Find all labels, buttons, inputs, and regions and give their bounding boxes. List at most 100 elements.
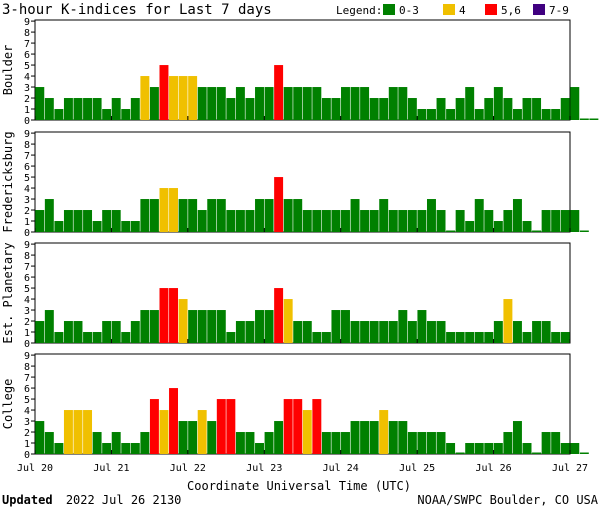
- k-bar: [140, 310, 150, 343]
- y-tick-label: 8: [24, 28, 30, 39]
- k-bar: [83, 210, 93, 232]
- k-bar: [264, 432, 274, 454]
- x-tick-label: Jul 22: [170, 463, 206, 474]
- k-bar: [398, 87, 408, 120]
- y-tick-label: 1: [24, 105, 30, 116]
- k-bar: [417, 310, 427, 343]
- y-tick-label: 2: [24, 317, 30, 328]
- k-bar: [159, 65, 169, 120]
- updated-line: Updated 2022 Jul 26 2130: [2, 493, 181, 507]
- y-tick-label: 5: [24, 395, 30, 406]
- k-bar: [350, 321, 360, 343]
- y-tick-label: 9: [24, 351, 30, 362]
- k-bar: [44, 199, 54, 232]
- k-bar: [417, 210, 427, 232]
- k-bar: [283, 399, 293, 454]
- k-bar: [235, 321, 245, 343]
- legend-swatch-1: [443, 4, 455, 15]
- panel-station-label: Est. Planetary: [1, 242, 15, 343]
- y-tick-label: 9: [24, 129, 30, 140]
- k-bar: [350, 421, 360, 454]
- k-bar: [216, 399, 226, 454]
- k-bar: [274, 421, 284, 454]
- k-bar: [197, 87, 207, 120]
- k-bar: [197, 210, 207, 232]
- k-bar: [446, 443, 456, 454]
- y-tick-label: 8: [24, 362, 30, 373]
- k-bar: [35, 421, 45, 454]
- k-bar: [140, 76, 150, 120]
- legend-swatch-0: [383, 4, 395, 15]
- k-bar: [159, 188, 169, 232]
- k-bar: [551, 210, 561, 232]
- k-bar: [484, 98, 494, 120]
- k-bar: [426, 199, 436, 232]
- x-tick-label: Jul 21: [93, 463, 129, 474]
- k-bar: [560, 98, 570, 120]
- k-bar: [92, 432, 102, 454]
- x-tick-label: Jul 25: [399, 463, 435, 474]
- k-bar: [532, 98, 542, 120]
- k-bar: [63, 410, 73, 454]
- k-bar: [388, 321, 398, 343]
- k-bar: [522, 221, 532, 232]
- k-bar: [73, 98, 83, 120]
- k-bar: [207, 310, 217, 343]
- k-bar: [436, 432, 446, 454]
- k-bar: [360, 210, 370, 232]
- k-bar: [369, 321, 379, 343]
- k-bar: [369, 210, 379, 232]
- chart-title: 3-hour K-indices for Last 7 days: [2, 2, 272, 18]
- k-bar: [44, 310, 54, 343]
- k-bar: [35, 210, 45, 232]
- panel-frame: [34, 353, 571, 455]
- legend-entry-2: 5,6: [501, 4, 521, 17]
- k-bar: [398, 310, 408, 343]
- k-bar: [111, 98, 121, 120]
- k-bar: [360, 421, 370, 454]
- panel-frame: [34, 131, 571, 233]
- x-axis: Jul 20 Jul 21 Jul 22 Jul 23 Jul 24 Jul 25 Jul …: [17, 463, 588, 474]
- k-bar: [264, 310, 274, 343]
- k-bar: [493, 321, 503, 343]
- k-bar: [474, 109, 484, 120]
- k-bar: [255, 199, 264, 232]
- k-bar: [216, 199, 226, 232]
- k-bar: [207, 87, 217, 120]
- k-bar: [102, 210, 112, 232]
- k-bar: [455, 210, 465, 232]
- k-bar: [130, 221, 140, 232]
- k-bar: [407, 210, 417, 232]
- k-bar: [54, 109, 64, 120]
- k-bar: [522, 98, 532, 120]
- k-bar: [484, 332, 494, 343]
- k-bar: [379, 410, 389, 454]
- k-bar: [350, 87, 360, 120]
- credit-text: NOAA/SWPC Boulder, CO USA: [417, 493, 598, 507]
- k-bar: [169, 188, 179, 232]
- k-bar: [102, 321, 112, 343]
- k-bar: [264, 199, 274, 232]
- k-bar: [111, 432, 121, 454]
- y-tick-label: 5: [24, 61, 30, 72]
- k-bar: [579, 452, 589, 454]
- k-bar: [474, 199, 484, 232]
- k-bar: [512, 321, 522, 343]
- k-bar: [226, 98, 236, 120]
- k-bar: [522, 443, 532, 454]
- k-bar: [73, 410, 83, 454]
- k-bar: [446, 109, 456, 120]
- k-bar: [83, 410, 93, 454]
- k-bar: [283, 199, 293, 232]
- k-bar: [369, 421, 379, 454]
- k-bar: [321, 432, 331, 454]
- updated-time: 2022 Jul 26 2130: [66, 493, 182, 507]
- k-bar: [235, 87, 245, 120]
- y-tick-label: 1: [24, 217, 30, 228]
- y-tick-label: 3: [24, 417, 30, 428]
- y-tick-label: 7: [24, 262, 30, 273]
- k-bar: [169, 76, 179, 120]
- k-bar: [226, 399, 236, 454]
- k-bar: [503, 299, 513, 343]
